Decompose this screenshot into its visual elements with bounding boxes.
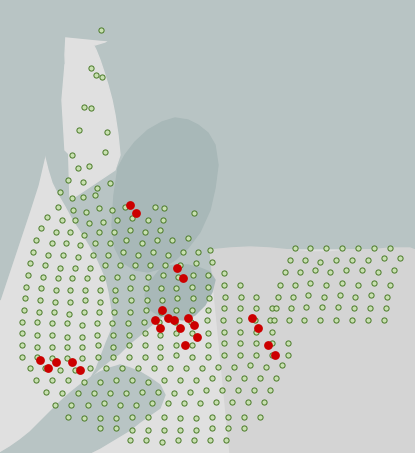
Point (161, 376, 167, 384)
Point (157, 332, 164, 339)
Point (42, 364, 48, 371)
Point (190, 294, 196, 302)
Point (190, 271, 196, 279)
Point (68, 401, 74, 409)
Point (312, 266, 318, 274)
Point (81, 231, 87, 239)
Point (59, 390, 65, 397)
Point (87, 265, 93, 272)
Point (79, 333, 85, 341)
Polygon shape (62, 58, 110, 162)
Point (80, 193, 86, 201)
Point (277, 281, 283, 289)
Point (387, 244, 393, 251)
Point (221, 270, 227, 277)
Point (257, 374, 264, 381)
Point (129, 273, 135, 280)
Point (53, 228, 59, 236)
Point (126, 342, 132, 349)
Point (269, 328, 275, 336)
Point (66, 310, 72, 318)
Point (288, 304, 294, 312)
Point (249, 314, 255, 322)
Point (352, 294, 358, 301)
Point (51, 308, 57, 316)
Point (145, 217, 151, 224)
Point (206, 294, 212, 302)
Polygon shape (145, 265, 215, 320)
Point (189, 353, 195, 361)
Point (253, 294, 259, 301)
Point (55, 275, 61, 282)
Point (219, 386, 225, 394)
Point (117, 401, 123, 409)
Point (317, 258, 323, 265)
Point (159, 306, 165, 313)
Point (94, 319, 100, 327)
Point (272, 352, 278, 359)
Point (77, 366, 83, 374)
Polygon shape (0, 30, 52, 300)
Point (21, 306, 27, 313)
Point (173, 352, 179, 359)
Point (144, 296, 150, 304)
Point (223, 436, 229, 443)
Point (63, 343, 70, 351)
Point (282, 268, 288, 275)
Point (93, 72, 99, 79)
Point (302, 256, 308, 264)
Point (251, 316, 258, 323)
Point (53, 286, 59, 294)
Point (189, 284, 195, 291)
Point (207, 246, 213, 254)
Point (110, 332, 116, 339)
Point (287, 256, 293, 264)
Point (37, 357, 43, 364)
Point (92, 191, 98, 198)
Point (174, 265, 181, 272)
Point (107, 239, 113, 246)
Point (114, 217, 120, 224)
Point (203, 386, 209, 394)
Point (236, 316, 242, 323)
Point (158, 284, 164, 292)
Point (141, 318, 147, 326)
Point (285, 352, 291, 359)
Point (129, 214, 135, 222)
Point (177, 376, 183, 384)
Point (241, 424, 247, 432)
Point (79, 343, 85, 351)
Point (27, 364, 33, 371)
Point (271, 316, 277, 323)
Point (189, 306, 195, 313)
Point (19, 329, 25, 337)
Point (321, 294, 327, 301)
Point (43, 388, 49, 395)
Point (267, 316, 273, 323)
Point (38, 224, 44, 231)
Point (381, 316, 387, 323)
Point (75, 164, 81, 172)
Point (19, 342, 25, 349)
Point (95, 342, 101, 349)
Point (129, 376, 135, 384)
Point (168, 236, 175, 244)
Point (45, 364, 51, 371)
Point (165, 400, 171, 407)
Point (68, 194, 75, 202)
Point (142, 329, 148, 337)
Point (209, 258, 215, 265)
Polygon shape (220, 46, 415, 130)
Point (85, 401, 91, 409)
Point (391, 266, 397, 274)
Polygon shape (0, 365, 165, 453)
Point (103, 364, 109, 371)
Point (221, 281, 227, 289)
Point (162, 261, 168, 269)
Point (368, 291, 374, 299)
Point (212, 398, 219, 405)
Point (257, 414, 264, 421)
Point (104, 128, 110, 135)
Point (185, 234, 191, 241)
